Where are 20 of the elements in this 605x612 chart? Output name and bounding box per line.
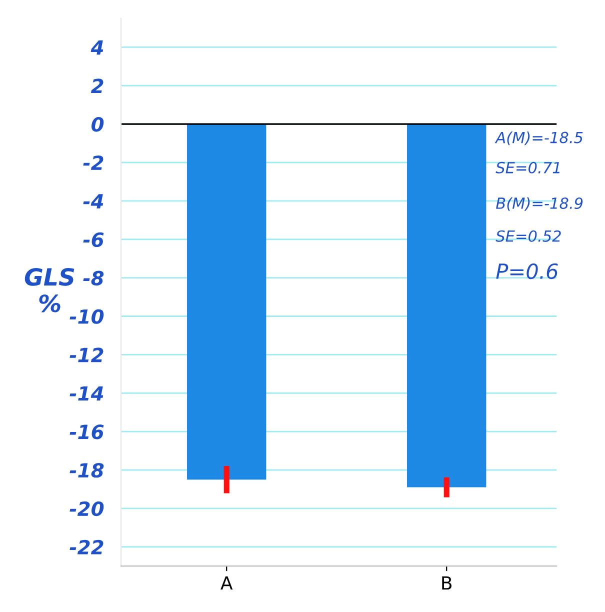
y-tick-label: -14	[70, 386, 104, 401]
y-tick-label: -2	[83, 155, 104, 170]
y-tick-label: -20	[70, 501, 104, 516]
y-tick-label: 2	[90, 78, 104, 94]
x-tick-label: B	[442, 576, 452, 590]
y-tick-label: -8	[83, 270, 104, 286]
y-tick-label: -22	[70, 540, 104, 554]
y-tick-label: 4	[90, 40, 104, 55]
y-tick-label: -6	[83, 232, 104, 248]
annotation: SE=0.52	[496, 230, 561, 242]
y-tick-label: -4	[83, 194, 104, 208]
y-tick-label: -18	[70, 462, 104, 478]
x-tick-label: A	[220, 576, 233, 590]
annotation: SE=0.71	[496, 162, 560, 174]
annotation: B(M)=-18.9	[496, 197, 583, 211]
y-tick-label: -12	[70, 348, 104, 362]
y-tick-label: 0	[92, 117, 104, 132]
annotation: P=0.6	[496, 263, 558, 280]
y-tick-label: -16	[70, 424, 104, 440]
annotation: A(M)=-18.5	[494, 131, 583, 146]
